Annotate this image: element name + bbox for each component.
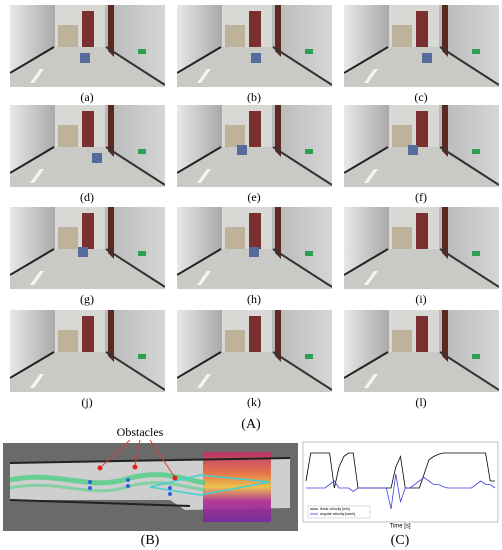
photo [344, 105, 499, 187]
panel-label: (k) [247, 395, 261, 409]
photo [10, 105, 165, 187]
map [3, 439, 298, 531]
photo-grid: (a) (b) (c) (d) (e) (f) (g) (h) (i) (j) (k) (l) [10, 5, 499, 409]
legend-label: angular velocity [rad/s] [320, 512, 355, 516]
chart-label: (C) [391, 533, 410, 548]
robot [80, 53, 90, 63]
group-label: (A) [241, 417, 261, 432]
photo [344, 310, 499, 392]
map-annotation: Obstacles [117, 425, 164, 439]
panel-label: (b) [247, 90, 261, 104]
panel-label: (c) [414, 90, 427, 104]
series-line [306, 473, 496, 510]
panel-label: (a) [80, 90, 93, 104]
robot [237, 145, 247, 155]
photo [10, 5, 165, 87]
legend-label: linear velocity [m/s] [320, 507, 350, 511]
panel-label: (j) [81, 395, 92, 409]
robot [408, 145, 418, 155]
map-label: (B) [141, 533, 160, 548]
chart: linear velocity [m/s]angular velocity [r… [302, 441, 499, 530]
photo [177, 310, 332, 392]
robot [251, 53, 261, 63]
photo [177, 105, 332, 187]
panel-label: (i) [415, 292, 426, 306]
panel-label: (e) [247, 190, 260, 204]
photo [10, 310, 165, 392]
photo [344, 5, 499, 87]
photo [344, 207, 499, 289]
robot [92, 153, 102, 163]
panel-label: (h) [247, 292, 261, 306]
panel-label: (l) [415, 395, 426, 409]
photo [177, 5, 332, 87]
panel-label: (d) [80, 190, 94, 204]
panel-label: (f) [415, 190, 427, 204]
robot [422, 53, 432, 63]
x-axis-label: Time [s] [389, 524, 410, 530]
robot [78, 247, 88, 257]
legend-box [307, 505, 371, 519]
panel-label: (g) [80, 292, 94, 306]
series-line [305, 452, 495, 489]
robot [249, 247, 259, 257]
